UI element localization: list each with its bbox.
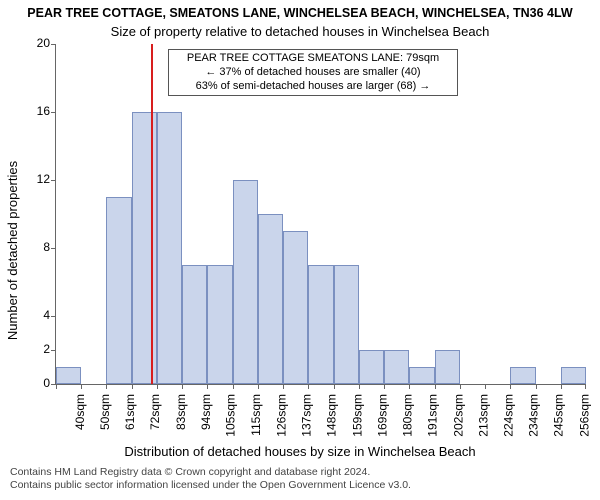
x-tick — [359, 384, 360, 389]
histogram-bar — [435, 350, 460, 384]
property-annotation-box: PEAR TREE COTTAGE SMEATONS LANE: 79sqm ←… — [168, 49, 458, 96]
annotation-line-1: PEAR TREE COTTAGE SMEATONS LANE: 79sqm — [173, 52, 453, 66]
histogram-bar — [207, 265, 232, 384]
histogram-plot: PEAR TREE COTTAGE SMEATONS LANE: 79sqm ←… — [55, 44, 586, 385]
x-tick-label: 202sqm — [451, 394, 465, 437]
x-tick — [510, 384, 511, 389]
x-tick-label: 180sqm — [401, 394, 415, 437]
x-tick — [81, 384, 82, 389]
annotation-line-2: ← 37% of detached houses are smaller (40… — [173, 66, 453, 80]
x-tick — [56, 384, 57, 389]
y-tick — [51, 350, 56, 351]
x-tick — [460, 384, 461, 389]
subtitle: Size of property relative to detached ho… — [0, 24, 600, 39]
histogram-bar — [56, 367, 81, 384]
x-tick — [409, 384, 410, 389]
x-tick — [132, 384, 133, 389]
histogram-bar — [132, 112, 157, 384]
x-tick — [233, 384, 234, 389]
y-tick-label: 0 — [28, 376, 50, 390]
supertitle: PEAR TREE COTTAGE, SMEATONS LANE, WINCHE… — [0, 6, 600, 20]
y-tick — [51, 44, 56, 45]
x-tick-label: 159sqm — [350, 394, 364, 437]
x-tick — [585, 384, 586, 389]
x-tick-label: 213sqm — [476, 394, 490, 437]
histogram-bar — [157, 112, 182, 384]
y-tick — [51, 112, 56, 113]
x-axis-label: Distribution of detached houses by size … — [0, 444, 600, 459]
x-tick-label: 126sqm — [275, 394, 289, 437]
x-tick-label: 234sqm — [527, 394, 541, 437]
x-tick-label: 245sqm — [552, 394, 566, 437]
x-tick — [308, 384, 309, 389]
x-tick — [207, 384, 208, 389]
x-tick — [485, 384, 486, 389]
y-tick-label: 4 — [28, 308, 50, 322]
x-tick-label: 40sqm — [73, 394, 87, 430]
x-tick — [384, 384, 385, 389]
x-tick-label: 72sqm — [148, 394, 162, 430]
histogram-bar — [359, 350, 384, 384]
x-tick — [182, 384, 183, 389]
histogram-bar — [510, 367, 535, 384]
y-tick-label: 2 — [28, 342, 50, 356]
histogram-bar — [409, 367, 434, 384]
credits-line-1: Contains HM Land Registry data © Crown c… — [10, 466, 411, 479]
histogram-bar — [334, 265, 359, 384]
x-tick — [334, 384, 335, 389]
credits-line-2: Contains public sector information licen… — [10, 479, 411, 492]
x-tick — [435, 384, 436, 389]
x-tick-label: 83sqm — [174, 394, 188, 430]
x-tick — [536, 384, 537, 389]
x-tick-label: 105sqm — [224, 394, 238, 437]
y-tick — [51, 248, 56, 249]
x-tick-label: 61sqm — [123, 394, 137, 430]
x-tick-label: 50sqm — [98, 394, 112, 430]
x-tick — [106, 384, 107, 389]
y-tick-label: 20 — [28, 36, 50, 50]
y-tick-label: 12 — [28, 172, 50, 186]
y-tick-label: 16 — [28, 104, 50, 118]
histogram-bar — [233, 180, 258, 384]
histogram-bar — [258, 214, 283, 384]
x-tick — [561, 384, 562, 389]
x-tick-label: 115sqm — [249, 394, 263, 436]
x-tick — [258, 384, 259, 389]
histogram-bar — [308, 265, 333, 384]
property-marker-line — [151, 44, 153, 384]
x-tick-label: 224sqm — [502, 394, 516, 437]
x-tick — [157, 384, 158, 389]
histogram-bar — [106, 197, 131, 384]
histogram-bar — [561, 367, 586, 384]
x-tick — [283, 384, 284, 389]
y-tick-label: 8 — [28, 240, 50, 254]
histogram-bar — [384, 350, 409, 384]
y-axis-label: Number of detached properties — [6, 0, 20, 500]
histogram-bar — [283, 231, 308, 384]
y-tick — [51, 180, 56, 181]
x-tick-label: 191sqm — [426, 394, 440, 437]
x-tick-label: 169sqm — [375, 394, 389, 437]
annotation-line-3: 63% of semi-detached houses are larger (… — [173, 80, 453, 94]
x-tick-label: 137sqm — [300, 394, 314, 437]
x-tick-label: 94sqm — [199, 394, 213, 430]
y-tick — [51, 316, 56, 317]
x-tick-label: 148sqm — [325, 394, 339, 437]
histogram-bar — [182, 265, 207, 384]
credits: Contains HM Land Registry data © Crown c… — [10, 466, 411, 491]
x-tick-label: 256sqm — [577, 394, 591, 437]
